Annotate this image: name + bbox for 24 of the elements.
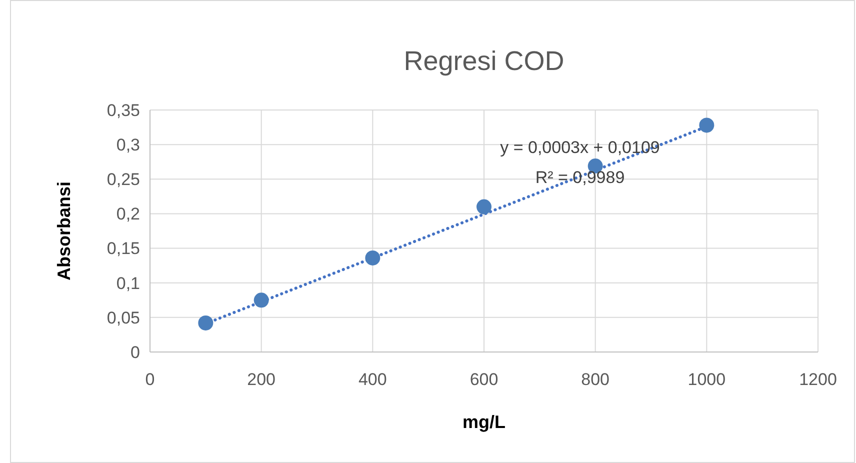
- y-tick-label: 0,2: [116, 204, 140, 224]
- y-axis-title: Absorbansi: [54, 181, 74, 281]
- y-tick-label: 0,1: [116, 274, 140, 293]
- x-tick-label: 600: [470, 370, 498, 389]
- x-tick-label: 0: [145, 370, 155, 389]
- point: [699, 118, 714, 133]
- chart-title: Regresi COD: [404, 46, 564, 76]
- y-tick-label: 0,3: [116, 136, 140, 155]
- x-axis-title: mg/L: [462, 412, 506, 432]
- point: [476, 199, 492, 214]
- y-tick-label: 0,15: [106, 239, 140, 258]
- x-tick-label: 1200: [799, 370, 837, 389]
- x-tick-label: 800: [581, 370, 610, 389]
- annotation: R² = 0,9989: [535, 168, 625, 187]
- point: [365, 250, 380, 266]
- x-tick-label: 200: [247, 370, 276, 389]
- point: [254, 292, 269, 308]
- y-tick-label: 0: [130, 342, 140, 362]
- y-tick-label: 0,05: [106, 308, 140, 328]
- y-tick-label: 0,35: [106, 100, 140, 120]
- x-tick-label: 1000: [688, 370, 726, 389]
- x-tick-label: 400: [358, 370, 387, 389]
- point: [198, 315, 214, 330]
- y-tick-label: 0,25: [106, 170, 140, 190]
